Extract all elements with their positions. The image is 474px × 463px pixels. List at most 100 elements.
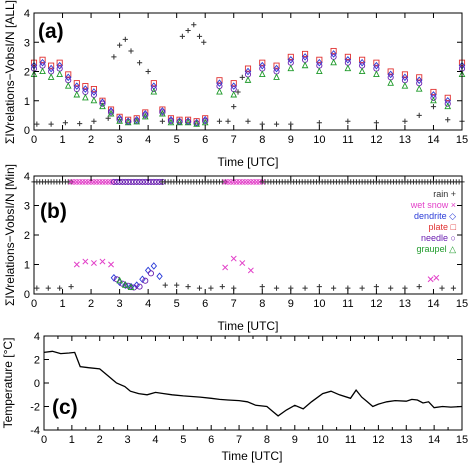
panel-a-point-plate xyxy=(82,83,89,90)
panel-b-point-rain xyxy=(45,285,51,291)
panel-a-point-plate xyxy=(107,106,115,113)
panel-c-label: (c) xyxy=(52,396,78,419)
panel-a-point-rain xyxy=(117,42,123,48)
panel-a-point-rain xyxy=(373,120,379,126)
panel-c-y-tick-label: 2 xyxy=(34,355,40,367)
panel-b-class-marker-needle xyxy=(133,178,140,185)
panel-a-point-plate xyxy=(273,62,280,69)
panel-a-point-plate xyxy=(193,118,200,125)
panel-b-x-tick-label: 3 xyxy=(117,298,123,310)
panel-b-class-marker-needle xyxy=(110,178,117,185)
panel-a-point-graupel xyxy=(287,64,295,72)
panel-b-point-wet-snow xyxy=(108,261,114,268)
panel-a-point-graupel xyxy=(415,84,423,92)
panel-a-point-rain xyxy=(128,48,134,54)
panel-a-point-plate xyxy=(159,106,166,113)
panel-a-point-rain xyxy=(225,118,231,124)
panel-b-class-marker-wet-snow xyxy=(242,178,249,185)
panel-b-class-marker-wet-snow xyxy=(253,178,260,185)
panel-b-class-marker-needle xyxy=(139,178,146,185)
panel-a-point-rain xyxy=(191,22,197,28)
panel-b-point-rain xyxy=(68,284,74,290)
panel-a-point-graupel xyxy=(176,118,183,126)
panel-c-x-tick-label: 11 xyxy=(345,434,356,446)
panel-b-x-tick-label: 8 xyxy=(259,298,265,310)
panel-b-class-marker-needle xyxy=(153,178,160,185)
panel-c-x-tick-label: 8 xyxy=(264,434,270,446)
legend-entry-wet-snow: wet snow × xyxy=(410,200,456,210)
panel-a-y-axis-title: ΣIVrelations−VobsI/N [ALL] xyxy=(3,0,17,144)
panel-b-point-needle xyxy=(136,283,143,290)
panel-a-point-rain xyxy=(402,118,408,124)
panel-b-point-graupel xyxy=(127,283,135,291)
legend-entry-graupel: graupel △ xyxy=(417,244,457,254)
panel-a-y-tick-label: 1 xyxy=(24,96,30,108)
panel-a-point-graupel xyxy=(193,120,200,127)
panel-c-x-tick-label: 10 xyxy=(317,434,329,446)
panel-a-point-dendrite xyxy=(401,73,409,82)
panel-a-point-dendrite xyxy=(416,76,423,85)
panel-b-class-marker-wet-snow xyxy=(90,178,97,185)
panel-a-point-plate xyxy=(167,115,175,122)
panel-b-plot-frame xyxy=(33,175,463,295)
panel-b-x-tick-label: 14 xyxy=(427,298,439,310)
panel-a-x-tick-label: 3 xyxy=(117,134,123,146)
panel-c-y-tick-label: -4 xyxy=(30,425,40,437)
panel-a-y-tick-label: 3 xyxy=(24,37,30,49)
panel-b-class-marker-wet-snow xyxy=(93,178,100,185)
panel-c-x-tick-label: 2 xyxy=(97,434,103,446)
panel-b-point-wet-snow xyxy=(82,258,89,265)
panel-a-x-tick-label: 4 xyxy=(145,134,151,146)
panel-a-point-dendrite xyxy=(387,70,394,79)
panel-a-x-tick-label: 13 xyxy=(399,134,411,146)
panel-a-point-plate xyxy=(216,77,223,84)
panel-a-point-graupel xyxy=(344,64,352,72)
panel-c-y-tick-label: -2 xyxy=(30,402,40,414)
panel-b-point-wet-snow xyxy=(99,258,106,265)
panel-b-point-needle xyxy=(113,276,120,283)
panel-b-point-rain xyxy=(373,284,379,290)
panel-a-point-plate xyxy=(344,53,351,60)
panel-a-point-rain xyxy=(136,60,143,66)
panel-b-class-marker-wet-snow xyxy=(79,178,86,185)
panel-a-point-dendrite xyxy=(244,67,252,76)
panel-a-point-rain xyxy=(34,121,40,127)
panel-b-x-tick-label: 13 xyxy=(399,298,411,310)
panel-a-point-plate xyxy=(444,94,451,101)
panel-a-point-dendrite xyxy=(301,53,309,61)
panel-a-point-graupel xyxy=(230,90,238,98)
panel-b-x-tick-label: 2 xyxy=(88,298,94,310)
panel-b-point-dendrite xyxy=(122,281,129,289)
panel-b-y-tick-label: 1 xyxy=(24,260,30,272)
panel-a-point-dendrite xyxy=(373,61,380,70)
panel-c-x-tick-label: 4 xyxy=(152,434,158,446)
panel-a-point-graupel xyxy=(107,109,115,117)
panel-c-plot-frame xyxy=(43,335,463,431)
panel-a-point-dendrite xyxy=(287,55,294,64)
panel-c-x-axis-title: Time [UTC] xyxy=(222,449,283,463)
panel-a-point-plate xyxy=(430,88,437,96)
panel-a-point-graupel xyxy=(216,87,223,95)
panel-a-point-plate xyxy=(373,59,380,66)
legend-entry-rain: rain + xyxy=(433,189,456,199)
panel-a-y-tick-label: 0 xyxy=(24,125,30,137)
panel-b-x-tick-label: 9 xyxy=(288,298,294,310)
panel-a-point-plate xyxy=(90,85,97,93)
panel-b-point-rain xyxy=(34,285,40,291)
panel-a-x-tick-label: 1 xyxy=(59,134,65,146)
panel-c-x-tick-label: 5 xyxy=(180,434,186,446)
panel-a-x-tick-label: 9 xyxy=(288,134,294,146)
panel-c-x-tick-label: 13 xyxy=(400,434,412,446)
panel-a-point-plate xyxy=(39,56,46,63)
panel-b-class-marker-wet-snow xyxy=(96,178,103,185)
panel-c-x-tick-label: 14 xyxy=(428,434,440,446)
panel-a-point-graupel xyxy=(430,96,437,104)
panel-a-point-plate xyxy=(65,71,72,78)
panel-a-x-tick-label: 15 xyxy=(456,134,468,146)
legend-entry-plate: plate □ xyxy=(429,222,457,232)
panel-a-point-plate xyxy=(244,65,252,72)
panel-a-y-tick-label: 4 xyxy=(24,8,30,20)
panel-b-x-tick-label: 4 xyxy=(145,298,151,310)
